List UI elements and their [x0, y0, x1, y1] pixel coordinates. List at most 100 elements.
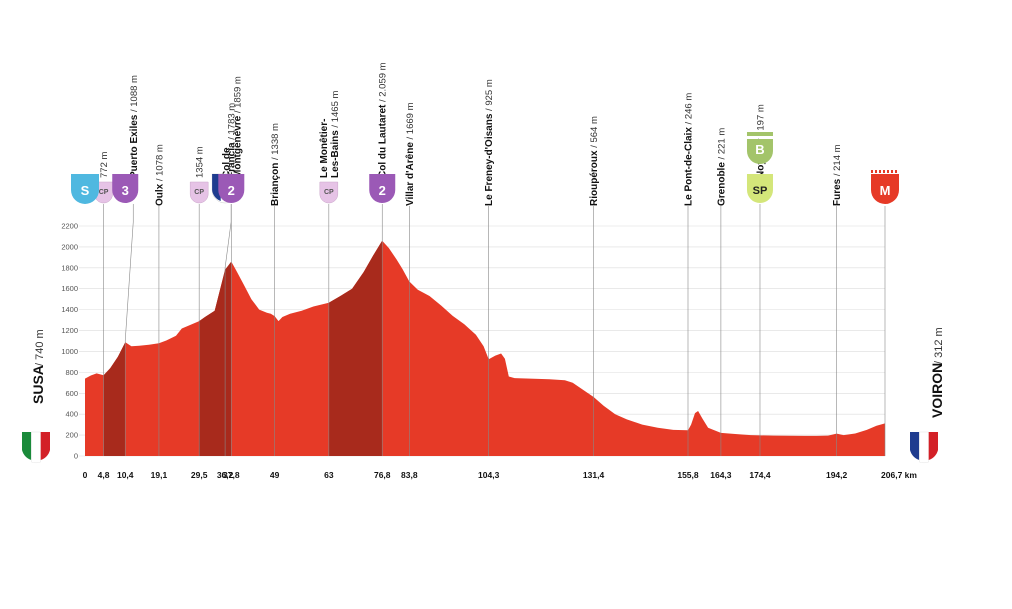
start-town-name: SUSA: [30, 365, 46, 404]
x-tick-label: 63: [324, 470, 334, 480]
climb-category-shield: [112, 174, 139, 203]
x-tick-label: 164,3: [710, 470, 732, 480]
finish-shield: [871, 174, 899, 204]
finish-check: [887, 170, 889, 173]
location-label: Le Pont-de-Claix / 246 m: [683, 93, 694, 206]
location-name: Puerto Exiles: [129, 114, 140, 178]
location-label: Fures / 214 m: [832, 144, 843, 206]
x-axis: 0 4,8 10,4 19,1 29,5 36,237,8 49 63 76,8 83,8 104,…: [83, 470, 918, 480]
bonus-label: B: [755, 142, 764, 157]
finish-check: [891, 170, 893, 173]
location-label: Col du Lautaret / 2.059 m: [378, 62, 389, 178]
location-name: Le Pont-de-Claix: [683, 127, 694, 206]
location-altitude: / 925 m: [484, 79, 495, 113]
finish-check: [875, 170, 877, 173]
climb-shading: [199, 261, 232, 456]
location-altitude: / 1078 m: [154, 144, 165, 184]
climb-category-label: 2: [228, 183, 235, 198]
location-label: Puerto Exiles / 1088 m: [129, 75, 140, 178]
location-altitude: / 214 m: [832, 144, 843, 178]
location-altitude: / 1669 m: [405, 102, 416, 142]
bonus-top: [746, 132, 773, 136]
location-icons: CP 3 CP 2 CP 2 SP B S M: [22, 132, 938, 464]
x-tick-label: 37,8: [223, 470, 240, 480]
climb-category-label: 2: [379, 183, 386, 198]
sprint-shield: [746, 174, 773, 203]
location-label: Le Monêtier-: [319, 119, 330, 178]
y-tick-label: 1600: [61, 284, 78, 293]
x-tick-label: 0: [83, 470, 88, 480]
location-name: Francia: [227, 142, 238, 178]
climb-category-icon: 2: [218, 174, 245, 203]
x-tick-label: 83,8: [401, 470, 418, 480]
location-altitude: 772 m: [99, 152, 110, 178]
profile-fill: [85, 240, 885, 456]
start-shield: [71, 174, 99, 204]
x-tick-label: 49: [270, 470, 280, 480]
location-label: 772 m: [99, 152, 110, 178]
flag-it-green: [22, 432, 32, 460]
sprint-icon: SP: [746, 174, 773, 203]
location-name: Le Freney-d'Oisans: [484, 113, 495, 206]
location-name: Oulx: [154, 183, 165, 206]
y-tick-label: 2000: [61, 242, 78, 251]
location-label: Grenoble / 221 m: [716, 128, 727, 206]
x-tick-label: 76,8: [374, 470, 391, 480]
location-line: [124, 204, 134, 456]
location-altitude: 1354 m: [195, 146, 206, 178]
sprint-label: SP: [753, 185, 768, 197]
y-tick-label: 600: [65, 389, 78, 398]
x-tick-label: 104,3: [478, 470, 500, 480]
location-altitude: / 1088 m: [129, 75, 140, 115]
finish-check: [895, 170, 897, 173]
x-tick-label: 194,2: [826, 470, 848, 480]
finish-label: M: [880, 183, 891, 198]
y-axis: 0 200 400 600 800 1000 1200 1400 1600 1800 2000 220…: [61, 222, 78, 461]
location-altitude: / 1465 m: [330, 91, 341, 131]
location-label: Col de: [221, 147, 232, 178]
climb-category-shield: [218, 174, 245, 203]
flag-it-white: [31, 431, 41, 464]
location-label: Montgenèvre / 1859 m: [232, 76, 243, 178]
location-altitude: / 1338 m: [270, 123, 281, 163]
location-label: Le Freney-d'Oisans / 925 m: [484, 79, 495, 206]
finish-check: [871, 170, 873, 173]
x-tick-label: 206,7 km: [881, 470, 917, 480]
y-tick-label: 1400: [61, 305, 78, 314]
location-label: Villar d'Arêne / 1669 m: [405, 102, 416, 206]
checkpoint-label: CP: [194, 189, 204, 196]
location-label: 1354 m: [195, 146, 206, 178]
finish-check: [879, 170, 881, 173]
checkpoint-icon: CP: [319, 181, 339, 204]
x-tick-label: 155,8: [677, 470, 699, 480]
x-tick-label: 4,8: [98, 470, 110, 480]
location-name: Rioupéroux: [589, 150, 600, 206]
profile-area: [85, 240, 885, 456]
flag-fr-finish-icon: [910, 431, 938, 464]
location-altitude: / 246 m: [683, 93, 694, 127]
flag-fr-white: [919, 431, 929, 464]
location-name: Col du Lautaret: [378, 104, 389, 178]
location-label: Rioupéroux / 564 m: [589, 116, 600, 206]
checkpoint-label: CP: [99, 189, 109, 196]
checkpoint-icon: CP: [189, 181, 209, 204]
finish-check: [883, 170, 885, 173]
checkpoint-shield: [189, 181, 209, 204]
location-altitude: / 221 m: [716, 128, 727, 162]
start-town-altitude: / 740 m: [34, 329, 46, 366]
flag-it-red: [40, 432, 50, 460]
bonus-shield: [746, 139, 773, 164]
location-altitude: / 197 m: [755, 104, 766, 138]
location-name: Montgenèvre: [232, 115, 243, 178]
location-name: Fures: [832, 178, 843, 206]
bonus-icon: B: [746, 132, 773, 164]
location-name: Grenoble: [716, 162, 727, 206]
x-tick-label: 10,4: [117, 470, 134, 480]
y-tick-label: 200: [65, 431, 78, 440]
climb-category-icon: 3: [112, 174, 139, 203]
checkpoint-label: CP: [324, 189, 334, 196]
location-label: Les-Bains / 1465 m: [330, 91, 341, 178]
climb-shading: [103, 342, 126, 456]
y-tick-label: 2200: [61, 222, 78, 231]
climb-category-shield: [369, 174, 396, 203]
